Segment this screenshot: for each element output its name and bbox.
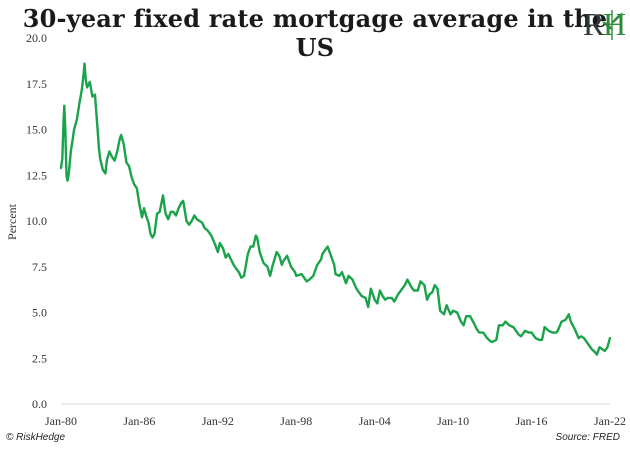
y-axis-title: Percent <box>5 203 19 240</box>
credit-text: © RiskHedge <box>6 432 66 443</box>
y-tick-label: 12.5 <box>26 168 47 182</box>
x-tick-label: Jan-98 <box>280 414 312 428</box>
x-tick-label: Jan-92 <box>202 414 234 428</box>
y-tick-label: 2.5 <box>32 351 47 365</box>
y-tick-label: 20.0 <box>26 31 47 45</box>
y-tick-label: 5.0 <box>32 306 47 320</box>
x-tick-label: Jan-22 <box>594 414 626 428</box>
x-tick-label: Jan-04 <box>359 414 391 428</box>
y-tick-label: 15.0 <box>26 123 47 137</box>
x-tick-label: Jan-10 <box>437 414 469 428</box>
y-tick-label: 0.0 <box>32 397 47 411</box>
riskhedge-logo: R H <box>583 6 626 42</box>
chart-title: 30-year fixed rate mortgage average in t… <box>22 4 608 62</box>
x-tick-label: Jan-86 <box>123 414 155 428</box>
source-text: Source: FRED <box>555 432 620 443</box>
y-axis-labels: 0.0 2.5 5.0 7.5 10.0 12.5 15.0 17.5 20.0 <box>26 31 47 411</box>
y-tick-label: 7.5 <box>32 260 47 274</box>
series-line-mortgage-rate <box>59 62 612 356</box>
svg-text:R: R <box>583 6 605 42</box>
y-tick-label: 17.5 <box>26 77 47 91</box>
y-tick-label: 10.0 <box>26 214 47 228</box>
x-axis-labels: Jan-80 Jan-86 Jan-92 Jan-98 Jan-04 Jan-10 Jan-… <box>45 414 626 428</box>
x-tick-label: Jan-16 <box>516 414 548 428</box>
x-tick-label: Jan-80 <box>45 414 77 428</box>
